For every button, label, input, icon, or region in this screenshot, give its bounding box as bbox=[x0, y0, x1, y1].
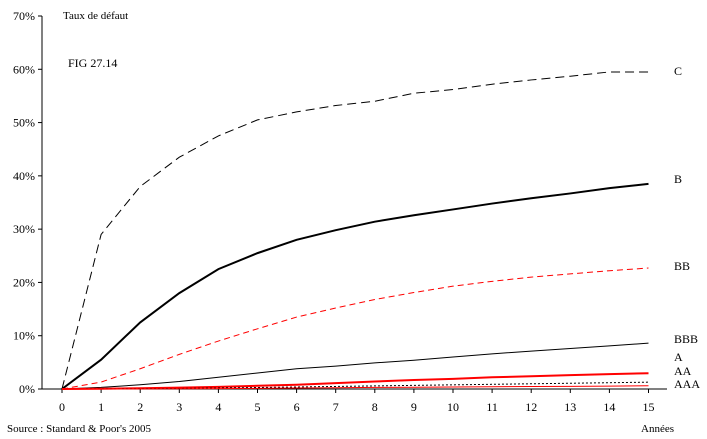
y-tick-label: 10% bbox=[13, 329, 35, 343]
source-note: Source : Standard & Poor's 2005 bbox=[7, 423, 152, 435]
series-line-aaa bbox=[62, 385, 649, 390]
figure-annotation: FIG 27.14 bbox=[68, 56, 117, 70]
series-line-a bbox=[61, 372, 649, 390]
series-line-c bbox=[61, 71, 649, 390]
x-tick-label: 10 bbox=[447, 400, 459, 414]
series-label-aa: AA bbox=[674, 364, 692, 378]
x-tick-label: 1 bbox=[98, 400, 104, 414]
y-axis-title: Taux de défaut bbox=[63, 10, 128, 22]
x-tick-label: 2 bbox=[137, 400, 143, 414]
series-label-c: C bbox=[674, 64, 682, 78]
x-tick-label: 0 bbox=[59, 400, 65, 414]
x-tick-label: 3 bbox=[176, 400, 182, 414]
x-tick-label: 12 bbox=[525, 400, 537, 414]
y-tick-label: 40% bbox=[13, 169, 35, 183]
x-tick-label: 5 bbox=[255, 400, 261, 414]
series-label-b: B bbox=[674, 172, 682, 186]
series-line-bbb bbox=[61, 342, 649, 390]
y-tick-label: 50% bbox=[13, 116, 35, 130]
x-tick-label: 9 bbox=[411, 400, 417, 414]
x-axis-title: Années bbox=[641, 423, 674, 435]
axes-layer: 0%10%20%30%40%50%60%70%0 1 2 3 4 5 6 7 8 9 10 11 12 1… bbox=[13, 9, 667, 414]
x-tick-label: 15 bbox=[643, 400, 655, 414]
series-label-a: A bbox=[674, 350, 683, 364]
x-tick-label: 11 bbox=[486, 400, 498, 414]
series-label-bb: BB bbox=[674, 259, 690, 273]
y-tick-label: 70% bbox=[13, 9, 35, 23]
x-tick-label: 6 bbox=[294, 400, 300, 414]
x-tick-label: 8 bbox=[372, 400, 378, 414]
y-tick-label: 30% bbox=[13, 222, 35, 236]
y-tick-label: 0% bbox=[19, 382, 35, 396]
x-tick-label: 13 bbox=[564, 400, 576, 414]
series-label-aaa: AAA bbox=[674, 377, 700, 391]
x-tick-label: 7 bbox=[333, 400, 339, 414]
x-tick-label: 14 bbox=[603, 400, 615, 414]
series-label-bbb: BBB bbox=[674, 332, 698, 346]
series-layer bbox=[61, 71, 649, 390]
x-tick-label: 4 bbox=[215, 400, 221, 414]
y-tick-label: 60% bbox=[13, 62, 35, 76]
series-line-bb bbox=[61, 267, 649, 390]
series-line-b bbox=[61, 182, 649, 390]
y-tick-label: 20% bbox=[13, 275, 35, 289]
